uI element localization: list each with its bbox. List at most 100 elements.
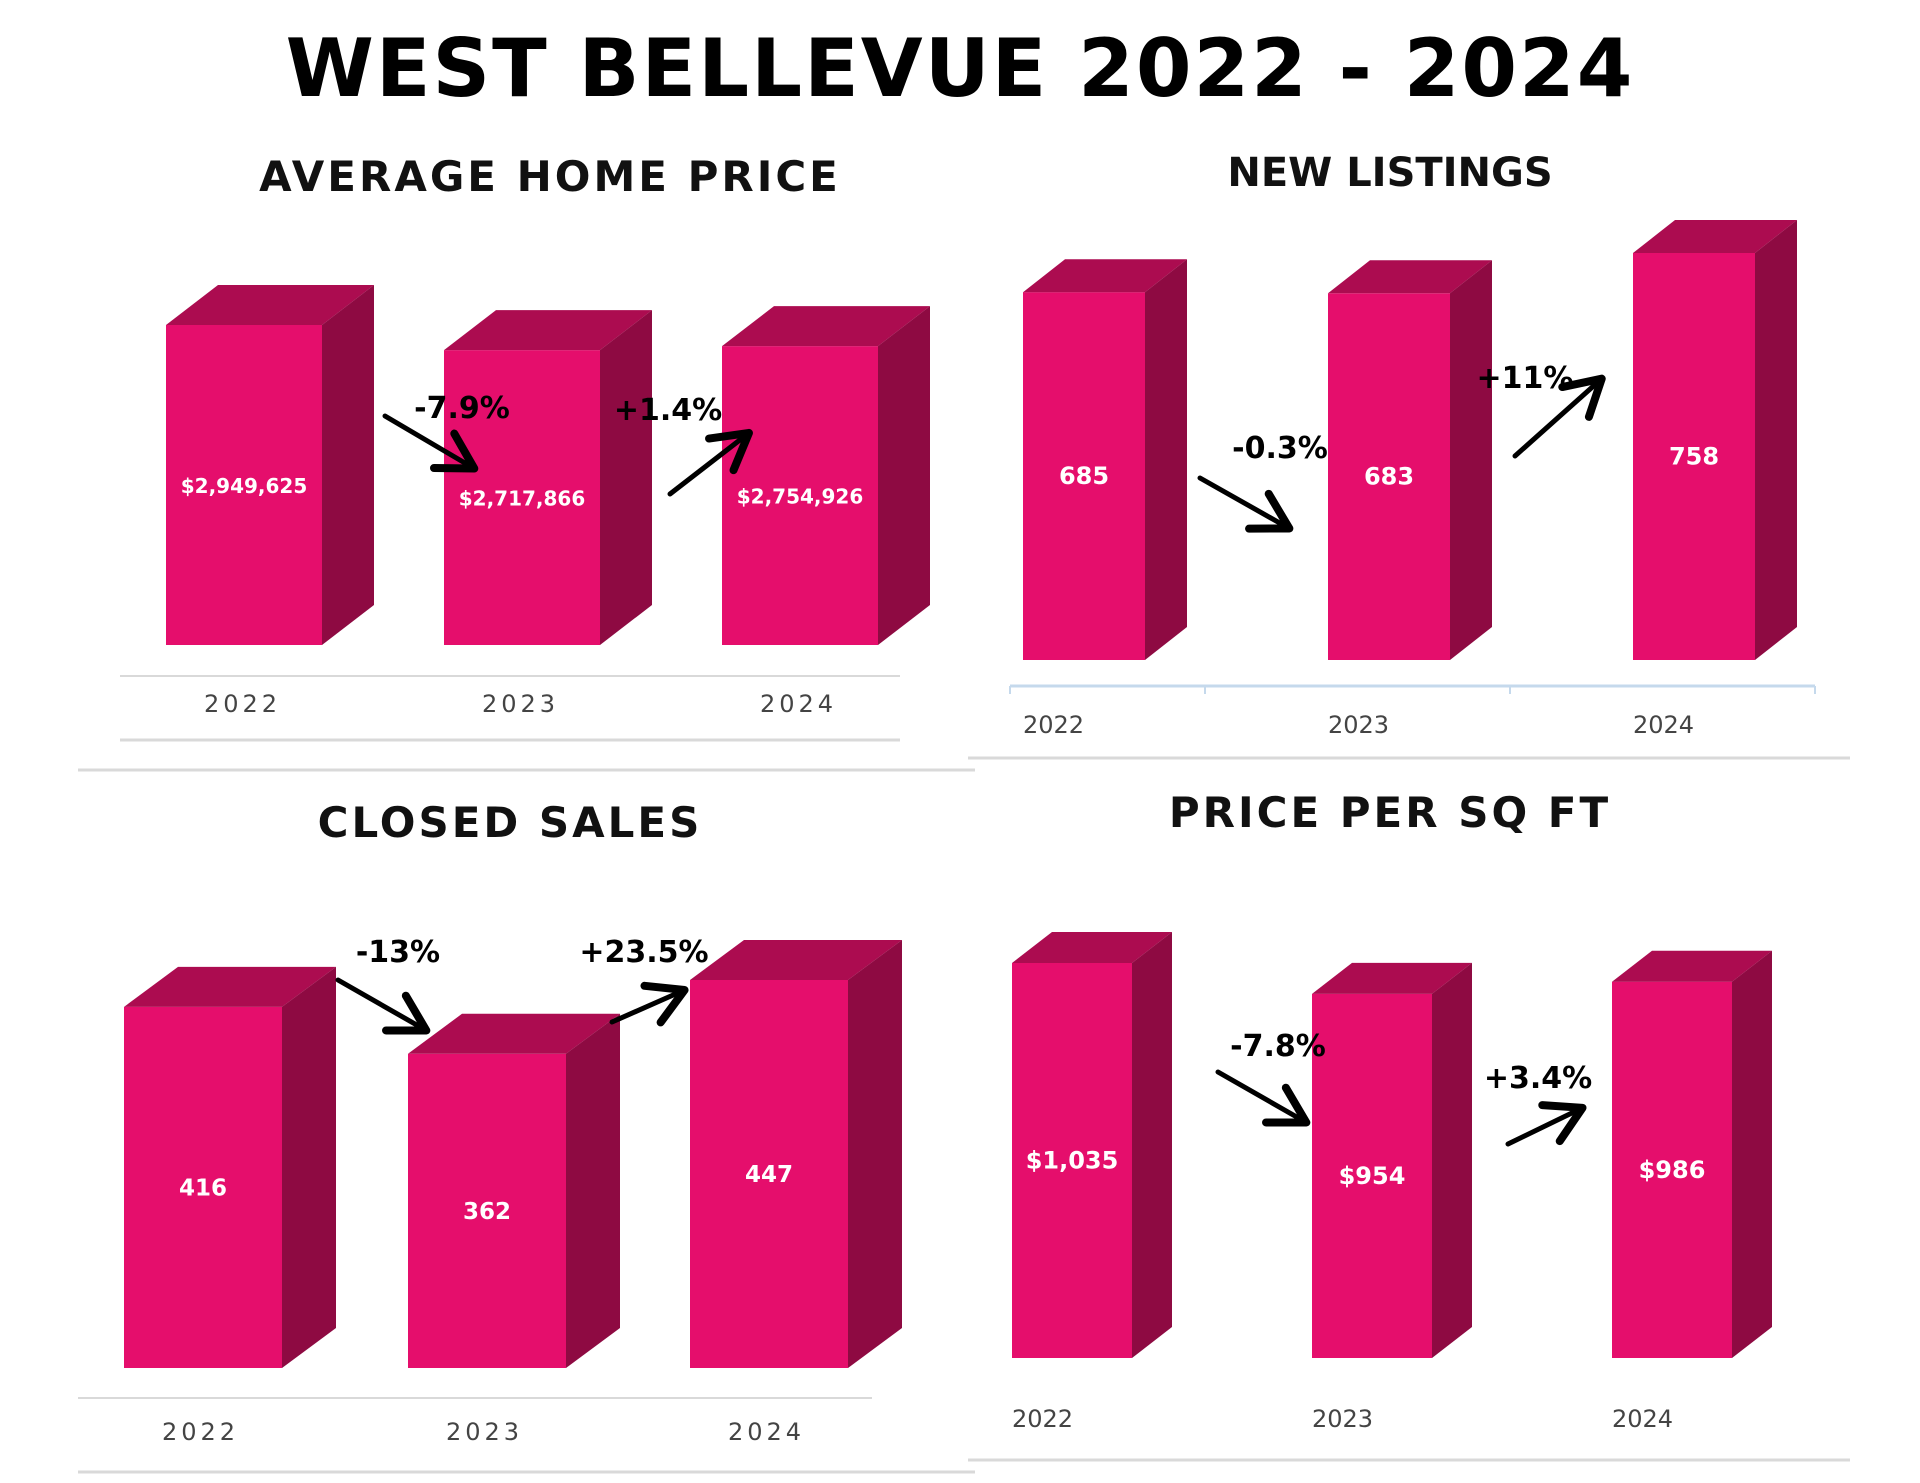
category-label: 2024 [1612, 1405, 1673, 1433]
category-label: 2023 [482, 690, 559, 718]
arrow-up-right-icon [1512, 374, 1606, 459]
category-label: 2024 [1633, 711, 1694, 739]
bar-front [690, 980, 848, 1368]
value-label: 758 [1669, 443, 1719, 471]
arrow-down-right-icon [1197, 475, 1294, 533]
bar-side [1432, 962, 1472, 1358]
bar-side [1145, 259, 1187, 660]
bar-front [1312, 993, 1432, 1358]
change-label: -7.8% [1230, 1029, 1326, 1064]
bar-side [1132, 932, 1172, 1358]
bar-top [1633, 220, 1797, 253]
bar-front [722, 346, 878, 645]
bar-2023 [444, 310, 652, 645]
change-label: -7.9% [414, 391, 510, 426]
category-label: 2024 [728, 1418, 805, 1446]
value-label: $2,949,625 [181, 474, 308, 498]
bar-2024 [722, 306, 930, 645]
bar-front [1633, 253, 1755, 660]
bar-top [722, 306, 930, 347]
bar-front [1328, 293, 1450, 660]
category-label: 2024 [760, 690, 837, 718]
bar-side [1450, 260, 1492, 660]
bar-front [1023, 292, 1145, 660]
category-label: 2022 [1012, 1405, 1073, 1433]
bar-front [408, 1053, 566, 1368]
bar-side [1755, 220, 1797, 660]
change-label: -0.3% [1232, 431, 1328, 466]
bar-side [282, 966, 336, 1368]
bar-2024 [690, 940, 902, 1368]
bar-front [124, 1006, 282, 1368]
bar-side [848, 940, 902, 1368]
arrow-up-right-icon [609, 981, 689, 1027]
average-home-price-title: AVERAGE HOME PRICE [259, 152, 841, 201]
bar-top [1328, 260, 1492, 294]
bar-2024 [1612, 950, 1772, 1358]
bar-top [690, 940, 902, 980]
bar-2024 [1633, 220, 1797, 660]
value-label: 683 [1364, 463, 1414, 491]
new-listings-title: NEW LISTINGS [1227, 150, 1553, 196]
bar-top [1012, 932, 1172, 963]
category-label: 2022 [204, 690, 281, 718]
bar-side [1732, 950, 1772, 1358]
value-label: 416 [179, 1175, 227, 1201]
change-label: +23.5% [579, 935, 708, 970]
change-label: +11% [1477, 361, 1574, 396]
value-label: 685 [1059, 462, 1109, 490]
bar-top [444, 310, 652, 351]
bar-front [1012, 963, 1132, 1358]
value-label: 447 [745, 1162, 793, 1188]
closed-sales-title: CLOSED SALES [317, 798, 703, 847]
arrow-up-right-icon [667, 428, 753, 497]
category-label: 2022 [162, 1418, 239, 1446]
bar-2023 [1328, 260, 1492, 660]
arrow-down-right-icon [382, 413, 479, 473]
change-label: +3.4% [1484, 1061, 1592, 1096]
bar-2022 [1023, 259, 1187, 660]
arrow-down-right-icon [1215, 1069, 1311, 1127]
change-label: -13% [356, 935, 440, 970]
value-label: 362 [463, 1199, 511, 1225]
bar-top [1312, 962, 1472, 994]
bar-front [444, 350, 600, 645]
value-label: $2,717,866 [459, 487, 586, 511]
arrow-down-right-icon [335, 977, 431, 1035]
bar-top [1612, 950, 1772, 982]
category-label: 2023 [1328, 711, 1389, 739]
bar-side [878, 306, 930, 645]
bar-top [124, 966, 336, 1007]
bar-front [166, 325, 322, 645]
bar-front [1612, 981, 1732, 1358]
arrow-up-right-icon [1505, 1101, 1587, 1147]
bar-2022 [166, 285, 374, 645]
bar-2023 [1312, 962, 1472, 1358]
bar-top [166, 285, 374, 325]
change-label: +1.4% [614, 393, 722, 428]
bar-2022 [124, 966, 336, 1368]
value-label: $2,754,926 [737, 485, 864, 509]
bar-top [408, 1013, 620, 1054]
bar-2023 [408, 1013, 620, 1368]
page-title: WEST BELLEVUE 2022 - 2024 [285, 22, 1635, 115]
bar-top [1023, 259, 1187, 293]
bar-2022 [1012, 932, 1172, 1358]
bar-side [322, 285, 374, 645]
category-label: 2023 [1312, 1405, 1373, 1433]
category-label: 2023 [446, 1418, 523, 1446]
category-label: 2022 [1023, 711, 1084, 739]
value-label: $1,035 [1026, 1147, 1119, 1175]
price-per-sq-ft-title: PRICE PER SQ FT [1168, 788, 1612, 837]
value-label: $986 [1639, 1156, 1706, 1184]
bar-side [566, 1013, 620, 1368]
bar-side [600, 310, 652, 645]
